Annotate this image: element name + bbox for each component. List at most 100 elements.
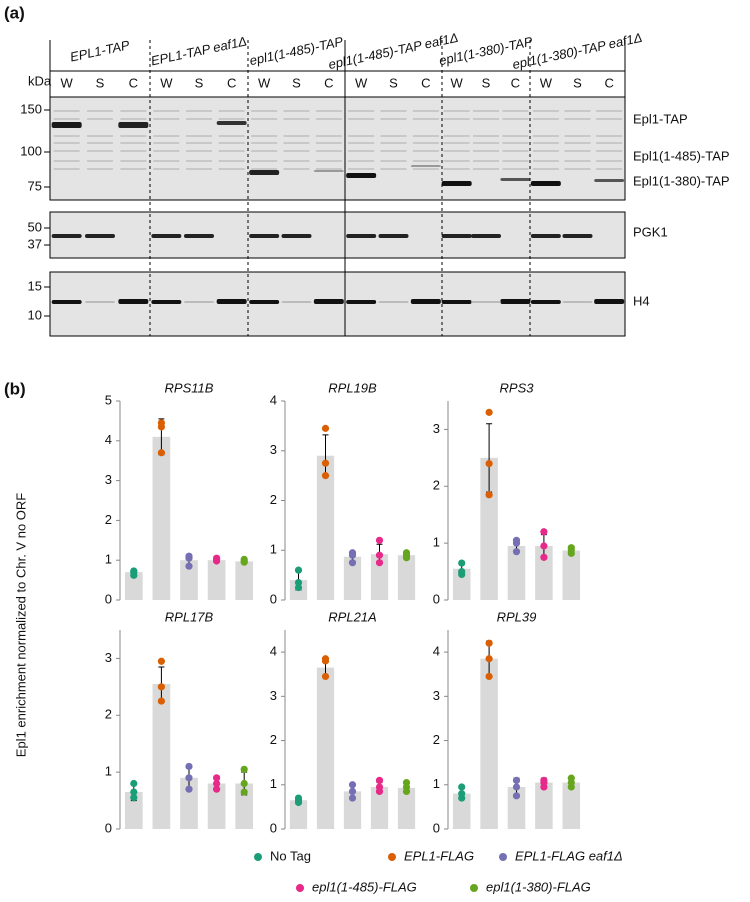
band <box>51 234 82 238</box>
band <box>313 170 344 172</box>
replicate-dot <box>512 536 521 544</box>
bar <box>207 783 226 829</box>
replicate-dot <box>321 472 330 480</box>
y-tick-label: 2 <box>105 707 112 722</box>
replicate-dot <box>321 672 330 681</box>
band <box>249 300 280 304</box>
band-label: Epl1(1-380)-TAP <box>633 173 730 188</box>
band <box>500 299 531 304</box>
replicate-dot <box>348 549 357 557</box>
band <box>153 118 180 120</box>
band <box>53 168 80 170</box>
bar <box>343 556 362 600</box>
band <box>87 118 113 120</box>
band <box>251 160 278 162</box>
band <box>473 118 499 120</box>
replicate-dot <box>157 449 165 457</box>
band <box>87 135 113 137</box>
replicate-dot <box>485 655 493 663</box>
replicate-dot <box>185 552 193 560</box>
band <box>562 234 593 238</box>
replicate-dot <box>512 776 521 784</box>
replicate-dot <box>213 554 221 562</box>
band <box>251 110 278 112</box>
y-tick-label: 0 <box>270 591 277 606</box>
strain-label: EPL1-TAP eaf1Δ <box>149 33 248 68</box>
bar <box>397 787 416 829</box>
legend-label: epl1(1-380)-FLAG <box>486 879 591 894</box>
bar <box>562 782 581 829</box>
y-axis-label: Epl1 enrichment normalized to Chr. V no … <box>13 493 28 758</box>
y-tick-label: 4 <box>270 644 277 659</box>
lane-label: C <box>324 75 333 90</box>
band <box>596 150 623 152</box>
bar <box>180 560 198 600</box>
band <box>412 142 439 144</box>
band-label: H4 <box>633 293 650 308</box>
y-tick-label: 1 <box>105 764 112 779</box>
band <box>251 135 278 137</box>
lane-label: W <box>540 75 553 90</box>
band <box>216 299 247 304</box>
replicate-dot <box>540 776 548 784</box>
band <box>118 299 149 304</box>
band <box>380 110 407 112</box>
bar <box>535 545 553 600</box>
legend-marker <box>254 853 262 861</box>
replicate-dot <box>213 774 221 782</box>
replicate-dot <box>540 542 548 550</box>
band <box>532 160 559 162</box>
band <box>378 234 409 238</box>
band <box>315 160 342 162</box>
band <box>184 301 214 303</box>
replicate-dot <box>375 559 384 567</box>
band <box>87 142 113 144</box>
band <box>120 110 147 112</box>
y-tick-label: 3 <box>105 650 112 665</box>
y-tick-label: 1 <box>270 542 277 557</box>
replicate-dot <box>240 788 248 796</box>
band <box>596 142 623 144</box>
bar <box>370 786 389 829</box>
band <box>53 142 80 144</box>
bar <box>535 782 553 829</box>
replicate-dot <box>240 555 248 564</box>
band <box>532 110 559 112</box>
chart-title: RPS11B <box>165 380 214 395</box>
bar <box>235 783 254 829</box>
replicate-dot <box>402 778 411 787</box>
bar <box>152 436 171 600</box>
band <box>218 110 245 112</box>
band <box>443 142 470 144</box>
panel-label: (a) <box>4 3 25 22</box>
y-tick-label: 3 <box>270 442 277 457</box>
chart-title: RPL17B <box>165 609 214 624</box>
replicate-dot <box>157 657 165 665</box>
panel-label: (b) <box>4 379 26 398</box>
band <box>473 110 499 112</box>
bar <box>124 792 143 829</box>
bar <box>180 777 198 829</box>
band <box>532 168 559 170</box>
replicate-dot <box>185 785 193 793</box>
band-label: Epl1-TAP <box>633 111 688 126</box>
bar <box>480 457 498 600</box>
band <box>562 301 593 303</box>
band <box>564 135 591 137</box>
legend-label: epl1(1-485)-FLAG <box>312 879 417 894</box>
band <box>120 168 147 170</box>
band <box>502 142 529 144</box>
y-tick-label: 0 <box>433 820 440 835</box>
replicate-dot <box>130 788 138 796</box>
y-tick-label: 2 <box>105 512 112 527</box>
band <box>471 301 501 303</box>
replicate-dot <box>485 639 493 647</box>
legend-marker <box>499 853 507 861</box>
band <box>502 150 529 152</box>
replicate-dot <box>458 559 466 567</box>
band <box>153 150 180 152</box>
kda-label: kDa <box>28 73 52 88</box>
lane-label: W <box>61 75 74 90</box>
bar <box>124 572 143 600</box>
replicate-dot <box>375 536 384 544</box>
